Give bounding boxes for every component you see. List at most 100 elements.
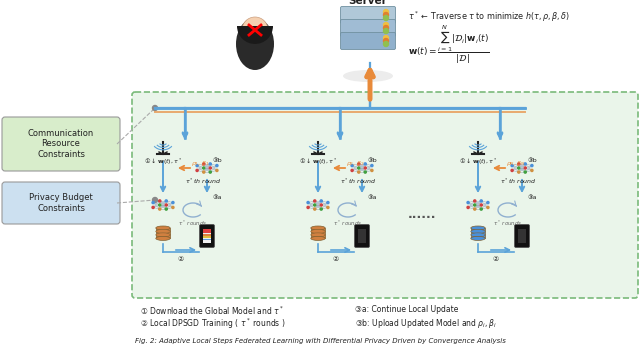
Bar — [203, 236, 211, 238]
Circle shape — [203, 163, 205, 165]
Circle shape — [383, 15, 388, 21]
Ellipse shape — [156, 233, 170, 237]
Bar — [358, 229, 366, 243]
Circle shape — [383, 36, 388, 40]
Text: Communication
Resource
Constraints: Communication Resource Constraints — [28, 129, 94, 159]
Circle shape — [524, 171, 526, 173]
FancyBboxPatch shape — [340, 32, 396, 50]
Bar — [311, 228, 325, 238]
Circle shape — [364, 163, 366, 165]
Text: ①$\downarrow\mathbf{w}(t), \tau^*$: ①$\downarrow\mathbf{w}(t), \tau^*$ — [144, 157, 182, 167]
Circle shape — [314, 200, 316, 202]
Text: $\tau^*th$ round: $\tau^*th$ round — [500, 177, 536, 186]
Ellipse shape — [236, 18, 274, 70]
Text: $\tau^*th$ round: $\tau^*th$ round — [340, 177, 376, 186]
Bar — [518, 229, 526, 243]
Circle shape — [159, 204, 161, 206]
Text: $\rho_1, \beta_1$: $\rho_1, \beta_1$ — [191, 159, 209, 168]
Circle shape — [467, 201, 469, 204]
Circle shape — [487, 206, 489, 208]
Ellipse shape — [471, 229, 485, 233]
Circle shape — [467, 206, 469, 208]
FancyBboxPatch shape — [2, 117, 120, 171]
Circle shape — [383, 13, 388, 17]
Circle shape — [474, 204, 476, 206]
Text: ②: ② — [333, 256, 339, 262]
Circle shape — [371, 164, 373, 167]
Wedge shape — [237, 26, 273, 44]
Circle shape — [383, 29, 388, 34]
Text: $\tau^*$ rounds: $\tau^*$ rounds — [178, 219, 208, 228]
Text: Privacy Budget
Constraints: Privacy Budget Constraints — [29, 193, 93, 213]
Ellipse shape — [156, 236, 170, 240]
Circle shape — [383, 25, 388, 30]
Circle shape — [216, 164, 218, 167]
Text: $\rho_N, \beta_N$: $\rho_N, \beta_N$ — [506, 159, 525, 168]
Circle shape — [159, 208, 161, 210]
Circle shape — [320, 208, 323, 210]
Circle shape — [524, 167, 526, 169]
Circle shape — [480, 200, 483, 202]
Circle shape — [152, 201, 154, 204]
Circle shape — [320, 200, 323, 202]
Ellipse shape — [311, 233, 325, 237]
Text: ②: ② — [178, 256, 184, 262]
Ellipse shape — [471, 226, 485, 230]
Text: ③a: ③a — [527, 195, 537, 200]
Circle shape — [165, 200, 167, 202]
Circle shape — [327, 201, 329, 204]
Text: ③a: Continue Local Update: ③a: Continue Local Update — [355, 305, 458, 314]
Circle shape — [480, 204, 483, 206]
Circle shape — [203, 167, 205, 169]
Text: ③b: ③b — [527, 158, 537, 163]
Text: Server: Server — [349, 0, 387, 6]
FancyBboxPatch shape — [340, 7, 396, 23]
Circle shape — [383, 9, 388, 15]
Circle shape — [314, 208, 316, 210]
FancyBboxPatch shape — [340, 20, 396, 37]
Circle shape — [487, 201, 489, 204]
Circle shape — [209, 167, 211, 169]
Circle shape — [165, 204, 167, 206]
Text: ③a: ③a — [367, 195, 377, 200]
Text: ①$\downarrow\mathbf{w}(t), \tau^*$: ①$\downarrow\mathbf{w}(t), \tau^*$ — [459, 157, 497, 167]
Text: ③b: ③b — [367, 158, 377, 163]
Circle shape — [531, 164, 533, 167]
FancyBboxPatch shape — [200, 224, 214, 247]
Circle shape — [209, 163, 211, 165]
Circle shape — [364, 171, 366, 173]
Ellipse shape — [311, 226, 325, 230]
Text: $\tau^* \leftarrow$ Traverse $\tau$ to minimize $h(\tau, \rho, \beta, \delta)$: $\tau^* \leftarrow$ Traverse $\tau$ to m… — [408, 10, 570, 24]
Circle shape — [383, 38, 388, 44]
Circle shape — [518, 171, 520, 173]
Bar — [203, 239, 211, 240]
Circle shape — [351, 169, 353, 171]
Text: $\tau^*$ rounds: $\tau^*$ rounds — [493, 219, 523, 228]
Bar — [156, 228, 170, 238]
FancyBboxPatch shape — [2, 182, 120, 224]
Circle shape — [320, 204, 323, 206]
Circle shape — [358, 167, 360, 169]
Circle shape — [165, 208, 167, 210]
Circle shape — [209, 171, 211, 173]
Circle shape — [480, 208, 483, 210]
Ellipse shape — [471, 236, 485, 240]
Text: ③b: ③b — [212, 158, 222, 163]
Circle shape — [383, 42, 388, 46]
Bar — [471, 228, 485, 238]
Circle shape — [307, 206, 309, 208]
Circle shape — [152, 198, 157, 202]
Bar — [203, 231, 211, 233]
Circle shape — [531, 169, 533, 171]
FancyBboxPatch shape — [132, 92, 638, 298]
Circle shape — [196, 164, 198, 167]
Circle shape — [518, 167, 520, 169]
Bar — [203, 229, 211, 231]
Circle shape — [327, 206, 329, 208]
Circle shape — [364, 167, 366, 169]
FancyBboxPatch shape — [355, 224, 369, 247]
Circle shape — [474, 200, 476, 202]
Ellipse shape — [156, 226, 170, 230]
Circle shape — [216, 169, 218, 171]
Bar — [203, 229, 211, 243]
